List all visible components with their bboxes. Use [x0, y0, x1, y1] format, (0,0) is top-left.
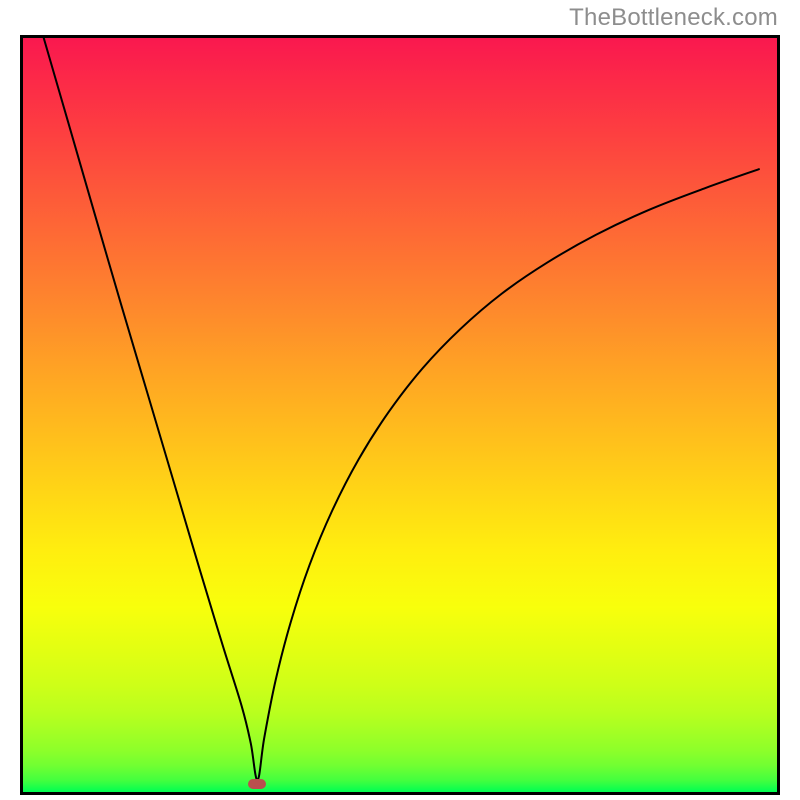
minimum-marker	[248, 779, 266, 789]
plot-frame	[20, 35, 780, 795]
plot-container: TheBottleneck.com	[0, 0, 800, 800]
watermark-label: TheBottleneck.com	[569, 4, 778, 32]
bottleneck-curve	[44, 38, 759, 780]
plot-area	[23, 38, 777, 792]
curve-svg	[23, 38, 777, 792]
